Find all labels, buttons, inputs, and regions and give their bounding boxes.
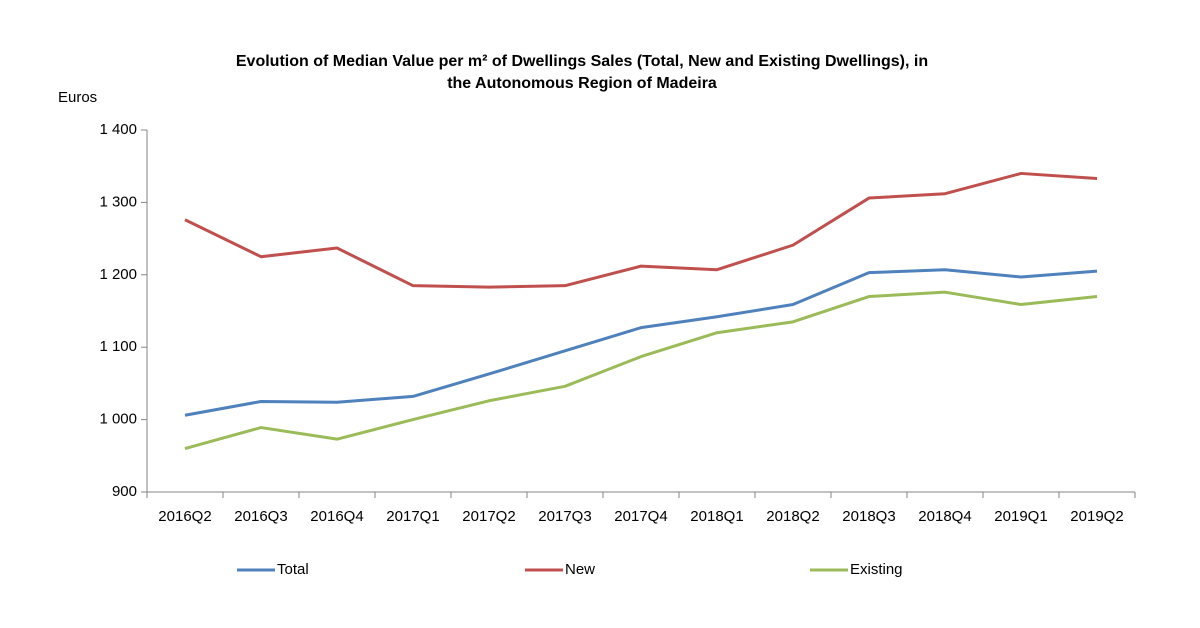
y-tick-label: 900 xyxy=(112,483,137,500)
chart-title: Evolution of Median Value per m² of Dwel… xyxy=(236,53,928,70)
x-tick-label: 2018Q1 xyxy=(690,508,743,525)
chart-title: the Autonomous Region of Madeira xyxy=(447,75,717,92)
legend-label: Total xyxy=(277,561,309,578)
y-tick-label: 1 000 xyxy=(99,411,137,428)
x-tick-label: 2019Q1 xyxy=(994,508,1047,525)
x-tick-label: 2017Q2 xyxy=(462,508,515,525)
series-line xyxy=(184,290,1098,451)
legend-label: New xyxy=(565,561,595,578)
x-tick-label: 2017Q3 xyxy=(538,508,591,525)
x-tick-label: 2018Q2 xyxy=(766,508,819,525)
x-tick-label: 2016Q3 xyxy=(234,508,287,525)
y-tick-label: 1 100 xyxy=(99,338,137,355)
y-axis-label: Euros xyxy=(58,89,97,106)
x-tick-label: 2017Q4 xyxy=(614,508,667,525)
x-tick-label: 2016Q2 xyxy=(158,508,211,525)
y-tick-label: 1 400 xyxy=(99,121,137,138)
series-line xyxy=(184,268,1098,417)
x-tick-label: 2018Q3 xyxy=(842,508,895,525)
y-tick-label: 1 200 xyxy=(99,266,137,283)
series-line xyxy=(184,171,1098,289)
y-tick-label: 1 300 xyxy=(99,193,137,210)
x-tick-label: 2016Q4 xyxy=(310,508,363,525)
legend-label: Existing xyxy=(850,561,903,578)
x-tick-label: 2017Q1 xyxy=(386,508,439,525)
x-tick-label: 2019Q2 xyxy=(1070,508,1123,525)
x-tick-label: 2018Q4 xyxy=(918,508,971,525)
